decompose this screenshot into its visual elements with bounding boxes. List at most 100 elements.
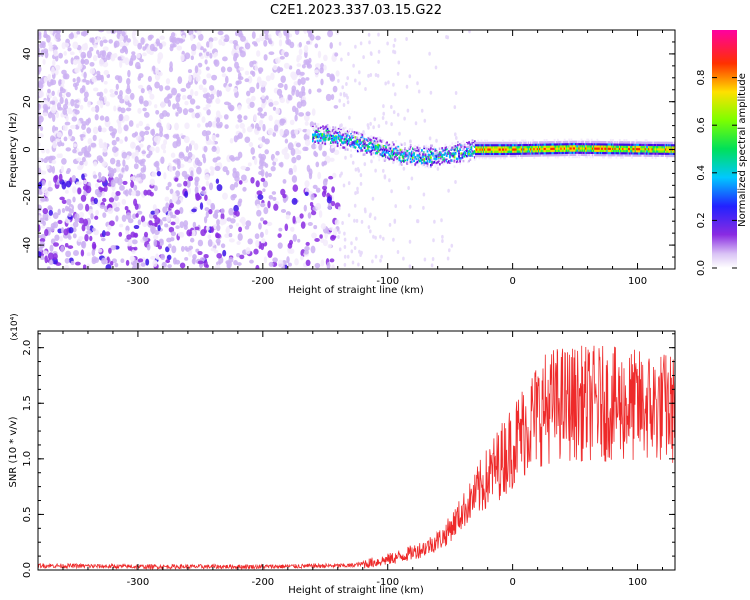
- spectrogram-ridge-cell: [457, 149, 459, 153]
- spectrogram-ridge-cell: [658, 141, 660, 145]
- spectrogram-ridge-cell: [532, 143, 535, 146]
- spectrogram-ridge-cell: [431, 163, 433, 166]
- spectrogram-ridge-cell: [363, 142, 366, 146]
- spectrogram-ridge-cell: [353, 138, 356, 141]
- spectrogram-ridge-cell: [414, 155, 417, 159]
- spectrogram-ridge-cell: [527, 152, 530, 155]
- spectrogram-ridge-cell: [615, 141, 618, 144]
- spectrogram-cell: [407, 186, 410, 190]
- spectrogram-cell: [71, 175, 77, 182]
- spectrogram-cell: [194, 179, 199, 187]
- spectrogram-cell: [87, 100, 91, 108]
- spectrogram-ridge-cell: [518, 146, 521, 149]
- spectrogram-ridge-cell: [448, 152, 450, 155]
- spectrogram-ridge-cell: [584, 140, 586, 144]
- spectrogram-ridge-cell: [582, 153, 585, 157]
- spectrogram-ridge-cell: [534, 152, 537, 155]
- spectrogram-ridge-cell: [416, 162, 419, 166]
- spectrogram-ridge-cell: [354, 136, 357, 139]
- spectrogram-ridge-cell: [352, 145, 355, 149]
- spectrogram-ridge-cell: [570, 145, 573, 148]
- spectrogram-ridge-cell: [548, 154, 550, 157]
- spectrogram-cell: [166, 214, 171, 222]
- spectrogram-ridge-cell: [336, 142, 339, 145]
- spectrogram-cell: [343, 237, 347, 242]
- spectrogram-ridge-cell: [485, 148, 487, 151]
- spectrogram-cell: [278, 32, 283, 39]
- spectrogram-cell: [223, 114, 229, 120]
- spectrogram-cell: [287, 142, 294, 151]
- spectrogram-ridge-cell: [382, 158, 385, 161]
- spectrogram-ridge-cell: [379, 139, 382, 142]
- spectrogram-ridge-cell: [553, 147, 556, 150]
- spectrogram-ridge-cell: [332, 141, 334, 144]
- spectrogram-cell: [246, 126, 253, 133]
- spectrogram-cell: [185, 179, 191, 188]
- spectrogram-ridge-cell: [398, 149, 401, 153]
- spectrogram-cell: [237, 104, 242, 111]
- spectrogram-cell: [39, 217, 45, 224]
- spectrogram-ridge-cell: [403, 149, 405, 152]
- spectrogram-ridge-cell: [370, 139, 373, 142]
- spectrogram-ridge-cell: [409, 154, 412, 157]
- spectrogram-ridge-cell: [508, 152, 511, 155]
- spectrogram-ridge-cell: [663, 150, 666, 153]
- spectrogram-ridge-cell: [399, 159, 402, 163]
- spectrogram-ridge-cell: [560, 153, 563, 157]
- spectrogram-ridge-cell: [417, 154, 420, 157]
- spectrogram-cell: [304, 139, 311, 147]
- spectrogram-ridge-cell: [642, 143, 645, 146]
- spectrogram-ridge-cell: [666, 152, 668, 155]
- spectrogram-cell: [124, 164, 129, 172]
- spectrogram-cell: [367, 225, 371, 230]
- spectrogram-ridge-cell: [372, 145, 375, 149]
- spectrogram-cell: [305, 58, 310, 66]
- spectrogram-ridge-cell: [662, 154, 665, 157]
- spectrogram-cell: [263, 39, 268, 47]
- spectrogram-ridge-cell: [657, 141, 659, 144]
- spectrogram-cell: [408, 74, 412, 79]
- spectrogram-ridge-cell: [633, 150, 636, 153]
- spectrogram-ridge-cell: [623, 154, 626, 157]
- spectrogram-ridge-cell: [512, 150, 514, 153]
- spectrogram-ridge-cell: [586, 147, 589, 150]
- spectrogram-ridge-cell: [635, 145, 638, 149]
- spectrogram-cell: [162, 217, 168, 222]
- spectrogram-cell: [314, 262, 321, 269]
- spectrogram-cell: [63, 136, 68, 142]
- spectrogram-ridge-cell: [503, 141, 505, 145]
- spectrogram-cell: [154, 81, 160, 89]
- spectrogram-ridge-cell: [634, 147, 637, 151]
- spectrogram-ridge-cell: [387, 145, 390, 148]
- spectrogram-ridge-cell: [622, 141, 624, 144]
- spectrogram-cell: [153, 239, 157, 247]
- spectrogram-cell: [249, 86, 256, 94]
- spectrogram-cell: [160, 253, 166, 260]
- spectrogram-ridge-cell: [614, 149, 617, 153]
- spectrogram-cell: [158, 239, 164, 246]
- spectrogram-ridge-cell: [554, 143, 557, 146]
- spectrogram-ridge-cell: [355, 138, 358, 142]
- spectrogram-cell: [124, 57, 130, 66]
- spectrogram-ridge-cell: [387, 148, 390, 152]
- spectrogram-ridge-cell: [326, 134, 329, 137]
- spectrogram-ridge-cell: [548, 143, 550, 146]
- spectrogram-ridge-cell: [489, 146, 492, 149]
- spectrogram-cell: [390, 122, 393, 127]
- spectrogram-ridge-cell: [650, 141, 653, 144]
- spectrogram-ridge-cell: [642, 154, 645, 157]
- spectrogram-ridge-cell: [640, 141, 642, 144]
- spectrogram-cell: [295, 216, 302, 224]
- spectrogram-ridge-cell: [440, 159, 442, 162]
- spectrogram-cell: [258, 170, 264, 176]
- spectrogram-ridge-cell: [449, 144, 451, 148]
- spectrogram-ridge-cell: [423, 163, 426, 166]
- spectrogram-ridge-cell: [548, 149, 550, 153]
- spectrogram-ridge-cell: [399, 142, 402, 145]
- spectrogram-ridge-cell: [584, 142, 586, 146]
- spectrogram-cell: [278, 227, 283, 232]
- spectrogram-cell: [65, 115, 69, 122]
- spectrogram-ridge-cell: [578, 155, 581, 159]
- spectrogram-ridge-cell: [430, 144, 432, 147]
- spectrogram-cell: [385, 120, 388, 125]
